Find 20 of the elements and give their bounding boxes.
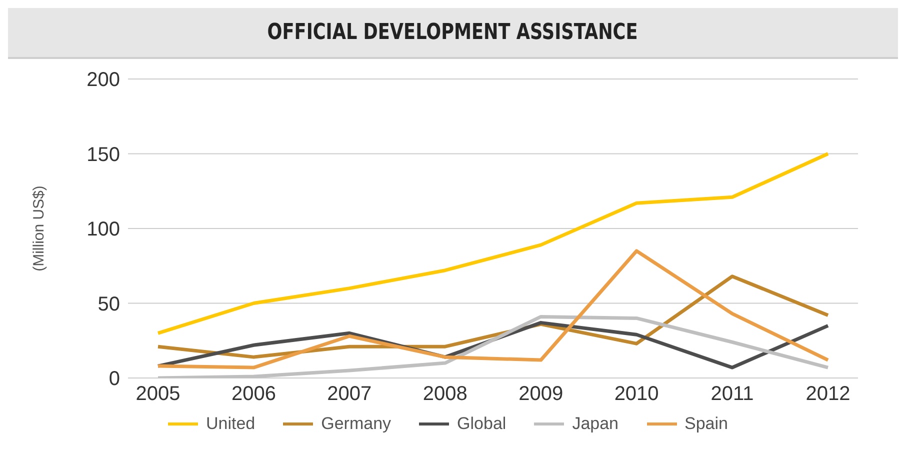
y-axis-title: (Million US$) [30,186,48,272]
x-tick-label: 2006 [231,383,276,406]
y-tick-label: 200 [86,69,120,92]
y-tick-label: 150 [86,144,120,166]
x-tick-label: 2010 [614,383,659,406]
x-tick-label: 2007 [327,383,372,406]
x-tick-label: 2012 [806,383,850,406]
chart-title: OFFICIAL DEVELOPMENT ASSISTANCE [268,20,638,45]
x-tick-label: 2005 [136,383,180,406]
x-tick-label: 2008 [422,383,468,406]
legend-label: Global [457,414,506,434]
y-tick-label: 0 [108,368,120,390]
legend-label: Japan [572,414,619,434]
legend-label: Spain [684,414,728,434]
x-tick-label: 2011 [710,383,754,406]
legend-label: Germany [321,414,392,434]
x-tick-label: 2009 [518,383,564,406]
y-tick-label: 100 [86,218,120,241]
y-tick-label: 50 [98,293,120,316]
legend-label: United [206,414,256,434]
